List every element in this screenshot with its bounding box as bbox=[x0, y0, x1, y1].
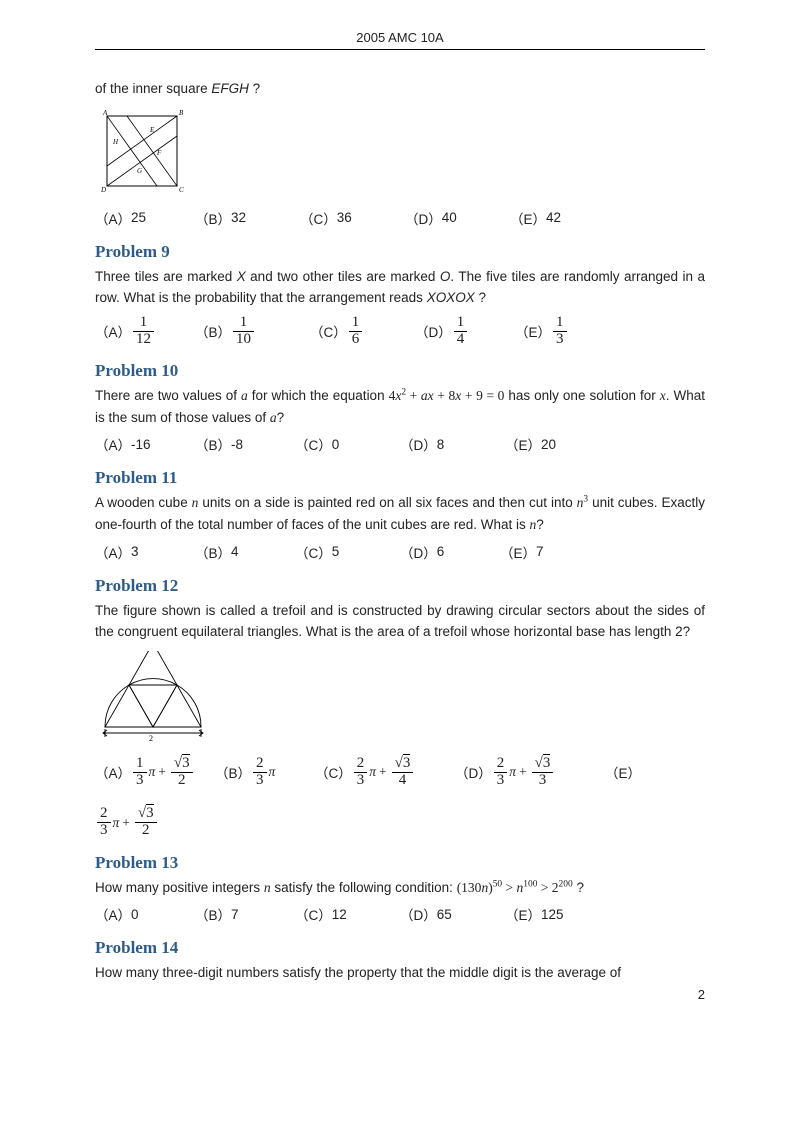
page-header: 2005 AMC 10A bbox=[95, 30, 705, 50]
c10b: -8 bbox=[231, 437, 243, 452]
c11c: 5 bbox=[332, 544, 340, 559]
c11b: 4 bbox=[231, 544, 239, 559]
c11d: 6 bbox=[437, 544, 445, 559]
choices-8: （A）25 （B）32 （C）36 （D）40 （E）42 bbox=[95, 208, 705, 228]
c8c: 36 bbox=[337, 210, 352, 225]
problem13-title: Problem 13 bbox=[95, 853, 705, 873]
svg-text:A: A bbox=[102, 109, 108, 117]
page-number: 2 bbox=[698, 987, 705, 1002]
c10c: 0 bbox=[332, 437, 340, 452]
figure-trefoil: 2 bbox=[95, 651, 705, 746]
c10d: 8 bbox=[437, 437, 445, 452]
svg-text:F: F bbox=[156, 149, 162, 157]
c13b: 7 bbox=[231, 907, 239, 922]
problem9-text: Three tiles are marked X and two other t… bbox=[95, 266, 705, 309]
problem11-text: A wooden cube n units on a side is paint… bbox=[95, 492, 705, 535]
problem9-title: Problem 9 bbox=[95, 242, 705, 262]
svg-text:D: D bbox=[100, 186, 106, 194]
choices-10: （A）-16 （B）-8 （C）0 （D）8 （E）20 bbox=[95, 434, 705, 454]
problem10-text: There are two values of a for which the … bbox=[95, 385, 705, 428]
svg-text:H: H bbox=[112, 138, 119, 146]
c13e: 125 bbox=[541, 907, 564, 922]
problem13-text: How many positive integers n satisfy the… bbox=[95, 877, 705, 899]
svg-text:2: 2 bbox=[149, 734, 153, 743]
problem11-title: Problem 11 bbox=[95, 468, 705, 488]
c8d: 40 bbox=[442, 210, 457, 225]
c8b: 32 bbox=[231, 210, 246, 225]
cont-efgh: EFGH bbox=[211, 81, 249, 96]
choices-11: （A）3 （B）4 （C）5 （D）6 （E）7 bbox=[95, 542, 705, 562]
c11e: 7 bbox=[536, 544, 544, 559]
choices-13: （A）0 （B）7 （C）12 （D）65 （E）125 bbox=[95, 904, 705, 924]
choices-12: （A） 13π+√32 （B） 23π （C） 23π+√34 （D） 23π+… bbox=[95, 756, 705, 839]
continuation-text: of the inner square EFGH ? bbox=[95, 78, 705, 100]
c10a: -16 bbox=[131, 437, 151, 452]
svg-text:C: C bbox=[179, 186, 184, 194]
cont-prefix: of the inner square bbox=[95, 81, 211, 96]
svg-text:G: G bbox=[137, 167, 142, 175]
c10e: 20 bbox=[541, 437, 556, 452]
c8a: 25 bbox=[131, 210, 146, 225]
c13a: 0 bbox=[131, 907, 139, 922]
problem14-text: How many three-digit numbers satisfy the… bbox=[95, 962, 705, 984]
c11a: 3 bbox=[131, 544, 139, 559]
problem14-title: Problem 14 bbox=[95, 938, 705, 958]
c13d: 65 bbox=[437, 907, 452, 922]
svg-text:E: E bbox=[149, 126, 155, 134]
c13c: 12 bbox=[332, 907, 347, 922]
svg-text:B: B bbox=[179, 109, 184, 117]
choices-9: （A）112 （B）110 （C）16 （D）14 （E）13 bbox=[95, 315, 705, 348]
figure-square: A B C D E F G H bbox=[95, 108, 705, 198]
c8e: 42 bbox=[546, 210, 561, 225]
problem12-text: The figure shown is called a trefoil and… bbox=[95, 600, 705, 643]
problem10-title: Problem 10 bbox=[95, 361, 705, 381]
problem12-title: Problem 12 bbox=[95, 576, 705, 596]
cont-suffix: ? bbox=[249, 81, 260, 96]
